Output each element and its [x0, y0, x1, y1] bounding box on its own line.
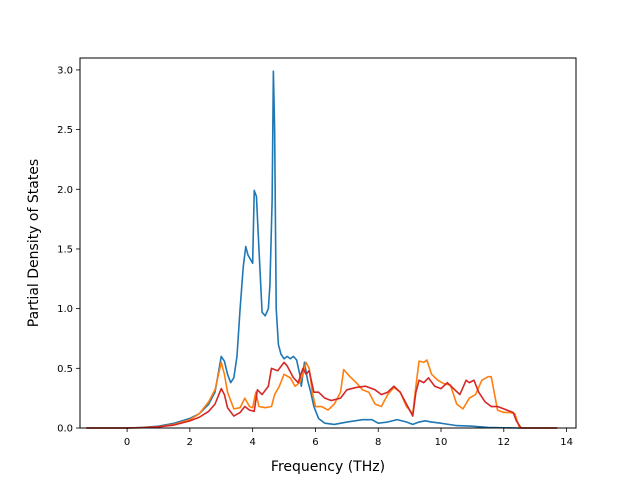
y-tick-label: 3.0: [57, 65, 73, 76]
y-tick-label: 2.0: [57, 185, 73, 196]
plot-frame: [79, 57, 577, 429]
x-tick-label: 10: [435, 437, 448, 448]
axis-ticks: 0 2 4 6 8 10 12 14 0.0 0.5 1.0 1.5 2.0 2.5 3.0: [57, 65, 573, 448]
pdos-series-1: [86, 70, 558, 429]
x-tick-label: 4: [249, 437, 255, 448]
y-tick-label: 1.0: [57, 304, 73, 315]
x-axis-label: Frequency (THz): [271, 459, 385, 475]
y-tick-label: 0.0: [57, 424, 73, 435]
x-tick-label: 12: [497, 437, 510, 448]
pdos-series-3: [86, 361, 558, 429]
y-tick-label: 0.5: [57, 364, 73, 375]
plot-area: [86, 70, 558, 429]
y-tick-label: 2.5: [57, 125, 73, 136]
y-tick-label: 1.5: [57, 244, 73, 255]
x-tick-label: 2: [187, 437, 193, 448]
x-tick-label: 8: [375, 437, 381, 448]
x-tick-label: 0: [124, 437, 130, 448]
x-tick-label: 6: [312, 437, 318, 448]
pdos-series-2: [86, 359, 558, 429]
y-axis-label: Partial Density of States: [26, 159, 42, 327]
x-tick-label: 14: [560, 437, 573, 448]
